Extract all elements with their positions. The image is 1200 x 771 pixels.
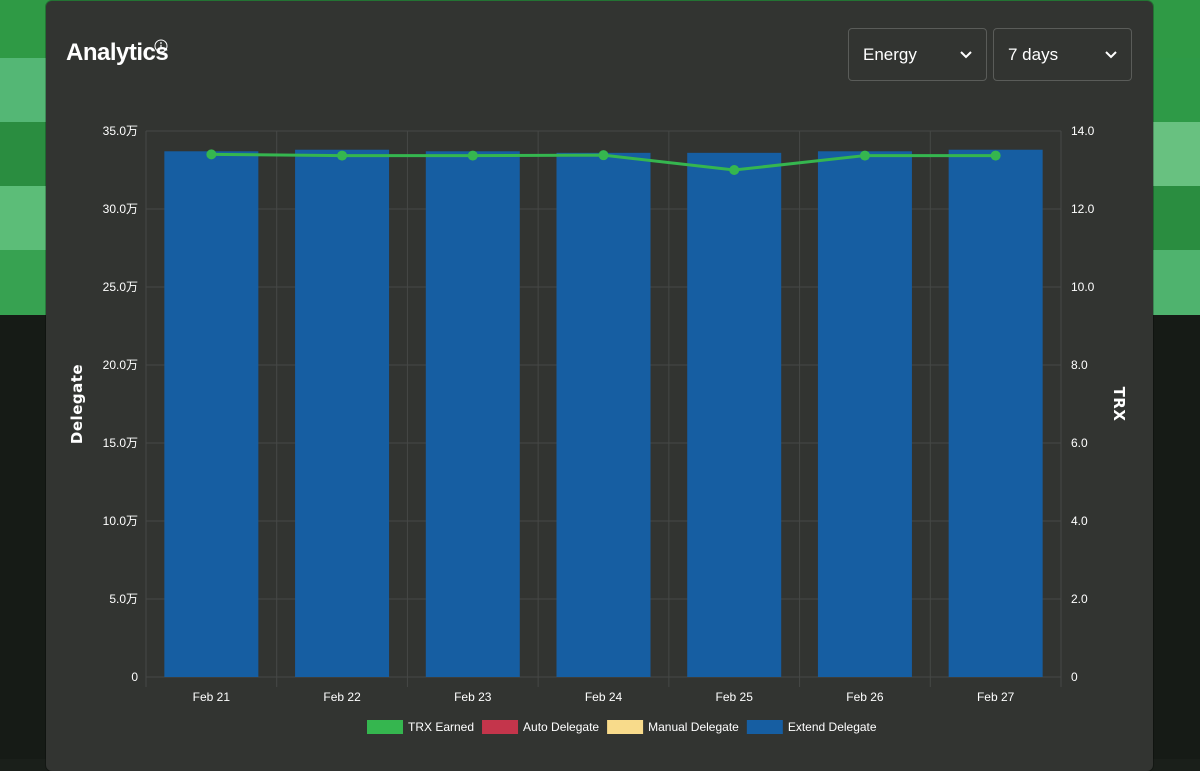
legend-label[interactable]: Auto Delegate — [523, 720, 599, 734]
x-tick-label: Feb 25 — [716, 690, 754, 704]
y-left-tick-label: 35.0万 — [103, 124, 138, 138]
y-left-tick-label: 15.0万 — [103, 436, 138, 450]
point-trx-earned[interactable] — [598, 150, 609, 161]
x-tick-label: Feb 27 — [977, 690, 1015, 704]
time-range-select[interactable]: 7 days — [993, 28, 1132, 81]
y-left-axis-title: Delegate — [68, 364, 86, 444]
x-tick-label: Feb 23 — [454, 690, 492, 704]
legend-label[interactable]: Manual Delegate — [648, 720, 739, 734]
bar-extend-delegate[interactable] — [556, 152, 651, 678]
info-icon[interactable] — [154, 39, 168, 53]
legend-swatch[interactable] — [482, 720, 519, 734]
y-right-tick-label: 0 — [1071, 670, 1078, 684]
x-tick-label: Feb 22 — [323, 690, 361, 704]
bg-tile — [1153, 122, 1200, 186]
point-trx-earned[interactable] — [206, 149, 217, 160]
bar-extend-delegate[interactable] — [687, 152, 782, 678]
bg-tile — [0, 58, 46, 122]
y-left-tick-label: 20.0万 — [103, 358, 138, 372]
bg-tile — [1153, 250, 1200, 315]
bg-tile — [1153, 186, 1200, 250]
point-trx-earned[interactable] — [337, 150, 348, 161]
y-left-tick-label: 30.0万 — [103, 202, 138, 216]
legend-label[interactable]: TRX Earned — [408, 720, 474, 734]
x-tick-label: Feb 21 — [193, 690, 231, 704]
bar-extend-delegate[interactable] — [295, 149, 390, 678]
bg-tile — [1153, 58, 1200, 122]
metric-select-value: Energy — [863, 45, 917, 64]
page-title: Analytics — [66, 39, 169, 66]
point-trx-earned[interactable] — [990, 150, 1001, 161]
analytics-card: Analytics Energy 7 days 0 5.0万 10.0万 15.0万 2… — [46, 1, 1153, 771]
y-right-tick-label: 14.0 — [1071, 124, 1095, 138]
y-left-tick-label: 0 — [131, 670, 138, 684]
legend-swatch[interactable] — [607, 720, 644, 734]
y-left-tick-label: 5.0万 — [109, 592, 138, 606]
y-right-tick-label: 12.0 — [1071, 202, 1095, 216]
analytics-chart: 0 5.0万 10.0万 15.0万 20.0万 25.0万 30.0万 35.0万 0 2.0 4… — [68, 124, 1128, 734]
bg-tile — [0, 250, 46, 315]
y-left-tick-label: 25.0万 — [103, 280, 138, 294]
y-left-tick-label: 10.0万 — [103, 514, 138, 528]
legend-label[interactable]: Extend Delegate — [788, 720, 877, 734]
bar-extend-delegate[interactable] — [164, 151, 259, 677]
legend-swatch[interactable] — [746, 720, 783, 734]
y-right-tick-label: 10.0 — [1071, 280, 1095, 294]
point-trx-earned[interactable] — [467, 150, 478, 161]
point-trx-earned[interactable] — [729, 165, 740, 175]
y-right-axis-title: TRX — [1110, 387, 1128, 422]
x-tick-label: Feb 24 — [585, 690, 623, 704]
bg-tile — [0, 122, 46, 186]
time-range-select-value: 7 days — [1008, 45, 1059, 64]
y-right-tick-label: 6.0 — [1071, 436, 1088, 450]
bg-tile — [0, 186, 46, 250]
y-right-tick-label: 8.0 — [1071, 358, 1088, 372]
chevron-down-icon — [1105, 51, 1117, 59]
chevron-down-icon — [960, 51, 972, 59]
point-trx-earned[interactable] — [859, 150, 870, 161]
y-right-tick-label: 4.0 — [1071, 514, 1088, 528]
bar-extend-delegate[interactable] — [817, 151, 912, 677]
y-right-tick-label: 2.0 — [1071, 592, 1088, 606]
x-tick-label: Feb 26 — [846, 690, 884, 704]
metric-select[interactable]: Energy — [848, 28, 987, 81]
bar-extend-delegate[interactable] — [425, 151, 520, 677]
bar-extend-delegate[interactable] — [948, 149, 1043, 678]
legend-swatch[interactable] — [367, 720, 403, 734]
